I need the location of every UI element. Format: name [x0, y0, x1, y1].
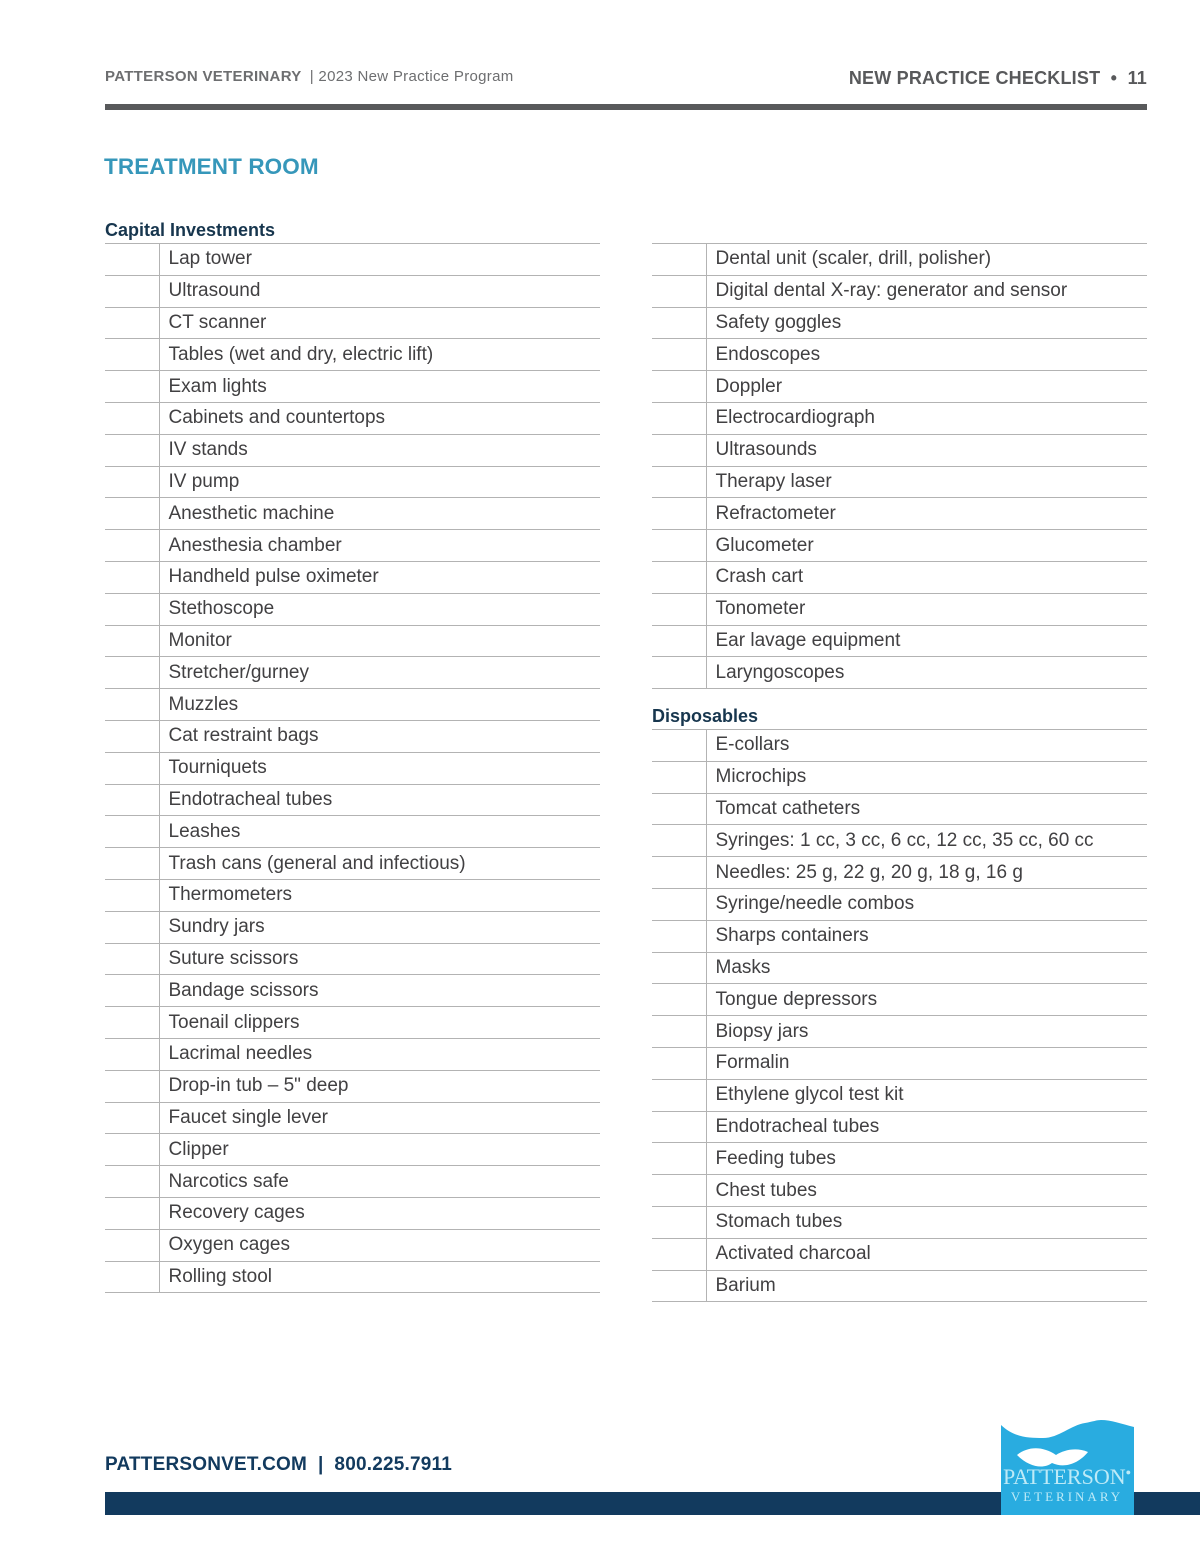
- svg-text:VETERINARY: VETERINARY: [1011, 1489, 1123, 1504]
- svg-text:PATTERSON●: PATTERSON●: [1003, 1464, 1131, 1489]
